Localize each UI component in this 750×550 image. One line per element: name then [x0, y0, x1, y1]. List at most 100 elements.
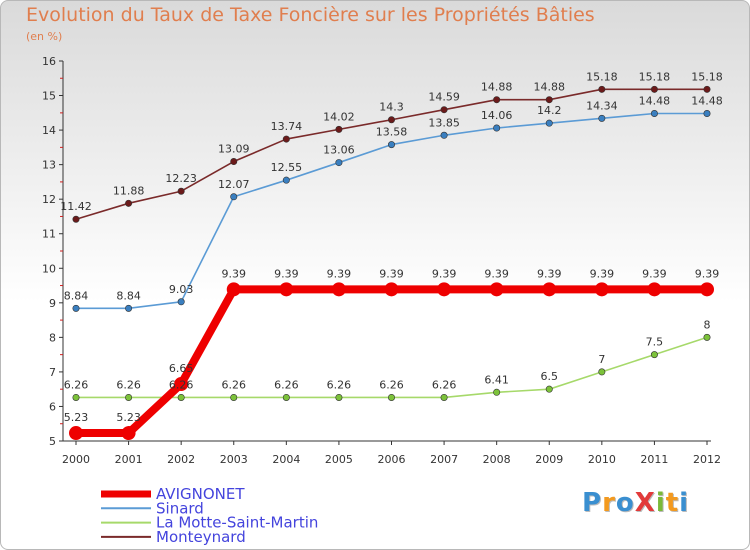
data-point: [598, 85, 606, 93]
proxiti-logo: ProXiti: [582, 488, 689, 518]
legend-label: Monteynard: [156, 528, 246, 546]
x-tick-label: 2010: [588, 453, 616, 466]
data-label: 15.18: [586, 70, 618, 83]
x-tick-label: 2006: [378, 453, 406, 466]
y-tick-label: 8: [49, 331, 56, 344]
data-point: [387, 393, 395, 401]
data-label: 12.55: [271, 161, 303, 174]
data-label: 6.26: [379, 378, 404, 391]
data-label: 5.23: [64, 411, 89, 424]
data-point: [440, 393, 448, 401]
data-label: 6.26: [116, 378, 141, 391]
data-label: 9.39: [222, 267, 247, 280]
data-label: 9.39: [379, 267, 404, 280]
data-label: 6.26: [432, 378, 457, 391]
data-label: 5.23: [116, 411, 141, 424]
x-tick-label: 2009: [535, 453, 563, 466]
data-point: [703, 110, 711, 118]
data-point: [493, 124, 501, 132]
data-point: [545, 96, 553, 104]
data-label: 7.5: [646, 336, 664, 349]
data-label: 13.58: [376, 126, 408, 139]
data-label: 15.18: [691, 70, 723, 83]
data-label: 13.74: [271, 120, 303, 133]
logo-letter: t: [665, 488, 680, 518]
data-point: [177, 393, 185, 401]
data-label: 14.88: [534, 81, 566, 94]
data-label: 9.39: [327, 267, 352, 280]
data-point: [493, 388, 501, 396]
data-label: 8.84: [116, 289, 141, 302]
data-label: 6.41: [484, 373, 509, 386]
data-point: [545, 385, 553, 393]
data-point: [335, 125, 343, 133]
x-tick-label: 2001: [115, 453, 143, 466]
data-point: [72, 304, 80, 312]
logo-letter: i: [655, 488, 666, 518]
data-point: [542, 282, 557, 297]
logo-letter: X: [634, 488, 656, 518]
data-point: [703, 333, 711, 341]
legend-label: Sinard: [156, 499, 204, 517]
data-point: [545, 119, 553, 127]
data-label: 8: [704, 318, 711, 331]
data-label: 15.18: [639, 70, 671, 83]
y-tick-label: 11: [42, 228, 56, 241]
data-label: 7: [598, 353, 605, 366]
data-label: 6.26: [169, 378, 194, 391]
data-point: [650, 110, 658, 118]
data-point: [282, 393, 290, 401]
data-label: 11.88: [113, 184, 145, 197]
data-label: 11.42: [60, 200, 92, 213]
chart-subtitle: (en %): [26, 30, 63, 43]
data-point: [177, 298, 185, 306]
data-label: 6.26: [222, 378, 247, 391]
data-point: [703, 85, 711, 93]
data-label: 12.07: [218, 178, 250, 191]
x-tick-label: 2000: [62, 453, 90, 466]
data-point: [650, 351, 658, 359]
data-label: 12.23: [165, 172, 197, 185]
x-tick-label: 2003: [220, 453, 248, 466]
data-label: 14.02: [323, 110, 355, 123]
data-point: [331, 282, 346, 297]
data-point: [387, 141, 395, 149]
logo-letter: r: [602, 488, 616, 518]
x-tick-label: 2002: [167, 453, 195, 466]
y-tick-label: 12: [42, 193, 56, 206]
data-point: [230, 158, 238, 166]
data-point: [72, 215, 80, 223]
data-point: [125, 304, 133, 312]
legend-label: La Motte-Saint-Martin: [156, 514, 318, 532]
x-tick-label: 2004: [272, 453, 300, 466]
y-tick-label: 15: [42, 90, 56, 103]
data-point: [440, 106, 448, 114]
data-label: 14.34: [586, 99, 618, 112]
axes: 5 6 7 8 9 10 11 12 13 14 15 16 2000 2001 2002 2003 2004 2…: [42, 55, 721, 466]
data-point: [230, 393, 238, 401]
x-tick-label: 2007: [430, 453, 458, 466]
data-label: 6.26: [64, 378, 89, 391]
x-tick-label: 2011: [640, 453, 668, 466]
data-label: 8.84: [64, 289, 89, 302]
data-point: [440, 131, 448, 139]
data-point: [125, 199, 133, 207]
data-point: [384, 282, 399, 297]
data-label: 9.39: [484, 267, 509, 280]
data-point: [177, 187, 185, 195]
data-point: [226, 282, 241, 297]
data-label: 9.39: [432, 267, 457, 280]
y-tick-label: 7: [49, 366, 56, 379]
x-tick-label: 2012: [693, 453, 721, 466]
data-label: 14.06: [481, 109, 513, 122]
data-point: [125, 393, 133, 401]
data-label: 6.26: [274, 378, 299, 391]
data-labels: 11.42 11.88 12.23 13.09 13.74 14.02 14.3 14.59 1…: [60, 70, 723, 424]
data-point: [174, 377, 189, 391]
data-point: [282, 135, 290, 143]
data-point: [598, 114, 606, 122]
data-point: [650, 85, 658, 93]
